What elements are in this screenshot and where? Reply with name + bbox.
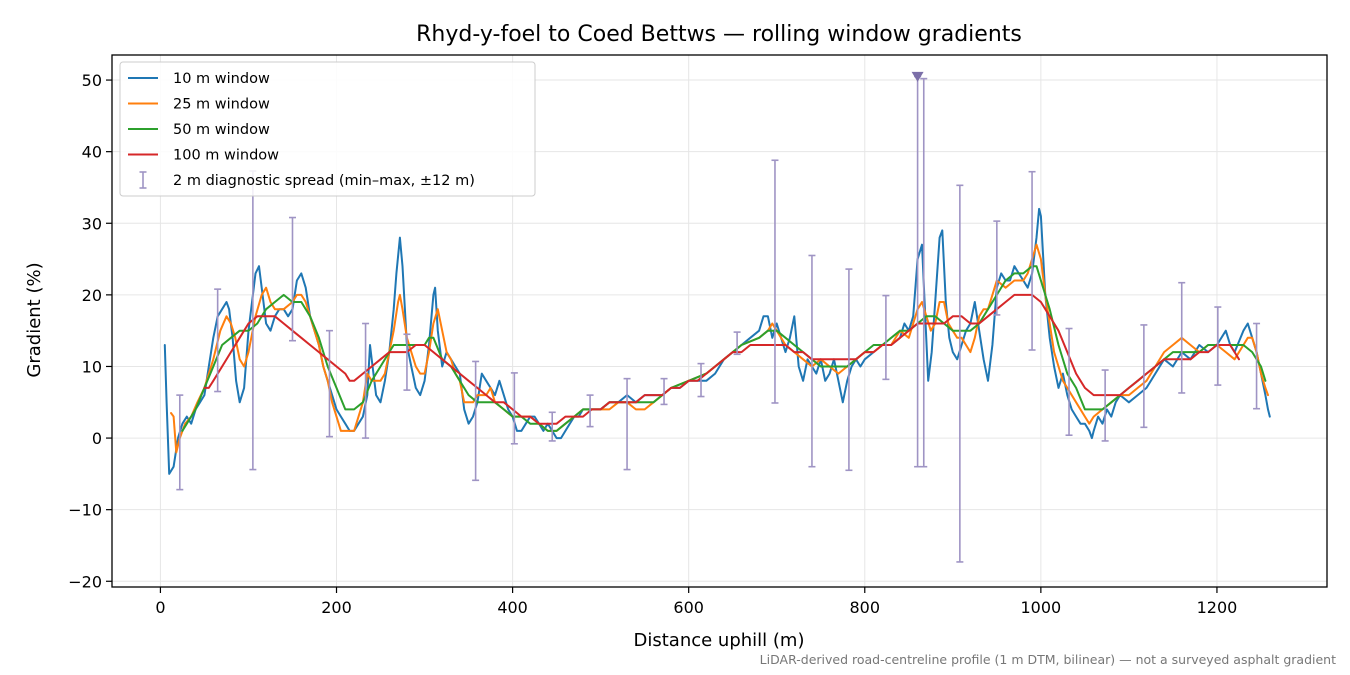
x-tick-label: 800 xyxy=(849,598,880,617)
plot-frame xyxy=(111,54,1328,588)
error-bar xyxy=(993,220,1001,316)
error-bar xyxy=(956,184,964,563)
x-axis-ticks: 0 200 400 600 800 1000 1200 xyxy=(155,587,1237,617)
outlier-marker xyxy=(911,71,924,82)
error-bar xyxy=(586,394,594,428)
chart-title: Rhyd-y-foel to Coed Bettws — rolling win… xyxy=(416,22,1022,47)
y-tick-label: 0 xyxy=(92,429,102,448)
y-axis-ticks: −20 −10 0 10 20 30 40 50 xyxy=(68,71,112,591)
error-bar xyxy=(325,329,333,438)
x-tick-label: 400 xyxy=(497,598,528,617)
y-tick-label: −10 xyxy=(68,501,102,520)
legend-entry: 100 m window xyxy=(128,148,279,164)
legend-entry: 10 m window xyxy=(128,71,270,87)
legend-entry: 2 m diagnostic spread (min–max, ±12 m) xyxy=(139,171,475,189)
y-tick-label: −20 xyxy=(68,572,102,591)
errorbar-layer xyxy=(176,71,1261,563)
error-bar xyxy=(510,372,518,445)
error-bar xyxy=(771,159,779,404)
error-bar xyxy=(1065,327,1073,437)
error-bar xyxy=(920,77,928,468)
error-bar xyxy=(1214,306,1222,386)
error-bar xyxy=(623,377,631,471)
x-axis-label: Distance uphill (m) xyxy=(634,630,805,651)
error-bar xyxy=(403,333,411,391)
error-bar xyxy=(808,254,816,468)
x-tick-label: 200 xyxy=(321,598,352,617)
error-bar xyxy=(660,377,668,406)
y-axis-label: Gradient (%) xyxy=(24,262,45,377)
error-bar xyxy=(362,322,370,439)
series-line-1 xyxy=(163,207,1271,475)
legend-label: 10 m window xyxy=(173,71,270,87)
error-bar xyxy=(1178,281,1186,394)
legend: 10 m window 25 m window 50 m window 100 m w… xyxy=(119,61,536,197)
legend-label: 100 m window xyxy=(173,148,279,164)
error-bar xyxy=(176,394,184,491)
series-line-3 xyxy=(181,265,1267,432)
x-tick-label: 600 xyxy=(673,598,704,617)
legend-entry: 50 m window xyxy=(128,122,270,138)
error-bar xyxy=(288,216,296,342)
x-tick-label: 0 xyxy=(155,598,165,617)
series-layer xyxy=(163,207,1271,475)
series-line-2 xyxy=(170,243,1269,454)
x-tick-label: 1200 xyxy=(1197,598,1238,617)
error-bar xyxy=(845,268,853,472)
legend-entry: 25 m window xyxy=(128,97,270,113)
legend-label: 25 m window xyxy=(173,97,270,113)
y-tick-label: 30 xyxy=(82,214,102,233)
error-bar xyxy=(697,362,705,398)
error-bar xyxy=(1140,324,1148,429)
error-bar xyxy=(1101,369,1109,442)
legend-label: 2 m diagnostic spread (min–max, ±12 m) xyxy=(173,173,475,189)
error-bar xyxy=(914,75,922,468)
error-bar xyxy=(733,331,741,356)
error-bar xyxy=(472,360,480,482)
y-tick-label: 20 xyxy=(82,286,102,305)
y-tick-label: 50 xyxy=(82,71,102,90)
error-bar xyxy=(548,411,556,442)
error-bar xyxy=(1028,170,1036,351)
error-bar xyxy=(882,294,890,381)
error-bar xyxy=(1253,322,1261,410)
x-tick-label: 1000 xyxy=(1020,598,1061,617)
error-bar xyxy=(214,288,222,393)
y-tick-label: 10 xyxy=(82,357,102,376)
legend-box xyxy=(119,61,536,197)
y-tick-label: 40 xyxy=(82,143,102,162)
legend-label: 50 m window xyxy=(173,122,270,138)
footnote: LiDAR-derived road-centreline profile (1… xyxy=(760,652,1336,667)
